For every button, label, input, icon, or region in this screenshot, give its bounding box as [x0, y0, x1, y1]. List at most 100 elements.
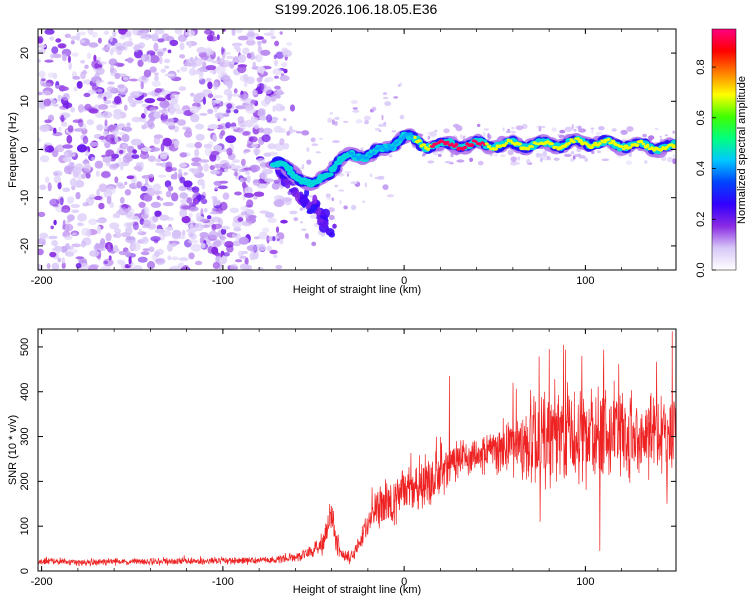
noise-blob [39, 155, 50, 163]
noise-blob [578, 153, 582, 160]
noise-blob [102, 156, 112, 163]
signal-ridge-blob [326, 172, 334, 177]
noise-blob [159, 214, 170, 221]
signal-ridge-blob [492, 147, 499, 151]
noise-blob [270, 116, 279, 122]
noise-blob [157, 51, 164, 57]
noise-blob [189, 105, 200, 114]
noise-blob [191, 157, 202, 163]
noise-blob [170, 265, 181, 270]
noise-blob [203, 143, 213, 149]
noise-blob [274, 40, 280, 47]
noise-blob [289, 104, 296, 112]
noise-blob [144, 36, 150, 41]
noise-blob [76, 144, 88, 153]
noise-blob [251, 89, 258, 96]
noise-blob [264, 212, 275, 219]
noise-blob [269, 94, 277, 102]
noise-blob [580, 155, 586, 159]
noise-blob [211, 216, 222, 223]
noise-blob [229, 207, 240, 213]
noise-blob [391, 130, 397, 133]
noise-blob [310, 137, 316, 143]
noise-blob [112, 30, 117, 38]
noise-blob [58, 85, 66, 92]
noise-blob [200, 242, 206, 249]
noise-blob [226, 103, 233, 109]
noise-blob [122, 155, 132, 163]
snr-marks [38, 331, 676, 567]
noise-blob [215, 155, 221, 161]
noise-blob [573, 128, 577, 132]
noise-blob [82, 69, 87, 75]
noise-blob [121, 133, 130, 143]
noise-blob [256, 157, 266, 164]
noise-blob [90, 157, 96, 161]
noise-blob [259, 67, 265, 76]
noise-blob [219, 256, 228, 265]
noise-blob [227, 93, 232, 102]
noise-blob [128, 256, 132, 265]
noise-blob [611, 128, 617, 132]
noise-blob [179, 54, 186, 59]
spectrogram-y-tick-label: -10 [19, 190, 31, 206]
noise-blob [222, 113, 230, 117]
noise-blob [110, 46, 117, 53]
snr-x-tick-label: 100 [576, 576, 594, 588]
noise-blob [154, 29, 165, 35]
noise-blob [539, 157, 543, 163]
noise-blob [88, 194, 97, 198]
noise-blob [157, 38, 165, 43]
noise-blob [148, 246, 155, 253]
noise-blob [109, 68, 118, 75]
noise-blob [116, 45, 126, 51]
signal-ridge-blob [421, 143, 427, 147]
noise-blob [75, 191, 81, 200]
noise-blob [275, 264, 283, 270]
snr-panel: -200 -100 0 100 0 100 200 300 400 500 Height of … [7, 328, 677, 596]
noise-blob [70, 106, 75, 113]
noise-blob [77, 118, 84, 128]
noise-blob [339, 200, 342, 205]
noise-blob [46, 263, 51, 269]
noise-blob [352, 107, 358, 110]
noise-blob [310, 214, 318, 219]
noise-blob [526, 159, 531, 164]
noise-blob [174, 108, 185, 115]
noise-blob [67, 214, 75, 222]
snr-series-line [38, 331, 676, 567]
noise-blob [332, 140, 340, 144]
noise-blob [139, 152, 150, 160]
snr-y-tick-label: 0 [19, 568, 31, 574]
noise-blob [278, 128, 286, 134]
noise-blob [50, 225, 54, 230]
signal-ridge-blob [567, 141, 572, 145]
noise-blob [70, 40, 75, 45]
noise-blob [272, 236, 276, 242]
noise-blob [159, 100, 170, 109]
spectrogram-y-tick-label: 20 [19, 47, 31, 59]
noise-blob [179, 192, 188, 199]
noise-blob [483, 128, 489, 131]
chart-title: S199.2026.106.18.05.E36 [275, 1, 438, 17]
noise-blob [382, 92, 388, 95]
signal-ridge-blob [484, 142, 489, 146]
noise-blob [266, 245, 272, 251]
noise-blob [377, 175, 385, 180]
noise-blob [88, 42, 99, 48]
noise-blob [188, 40, 192, 49]
noise-blob [334, 121, 338, 126]
noise-blob [237, 217, 244, 222]
noise-blob [85, 172, 91, 179]
signal-ridge-blob [372, 151, 376, 155]
noise-blob [105, 161, 111, 167]
signal-ridge-blob [486, 145, 492, 149]
noise-blob [219, 132, 224, 140]
noise-blob [98, 202, 105, 210]
noise-blob [542, 150, 547, 157]
signal-ridge-blob [387, 144, 391, 148]
noise-blob [122, 76, 129, 81]
noise-blob [189, 223, 194, 229]
noise-blob [38, 44, 47, 49]
snr-x-tick-label: 0 [401, 576, 407, 588]
